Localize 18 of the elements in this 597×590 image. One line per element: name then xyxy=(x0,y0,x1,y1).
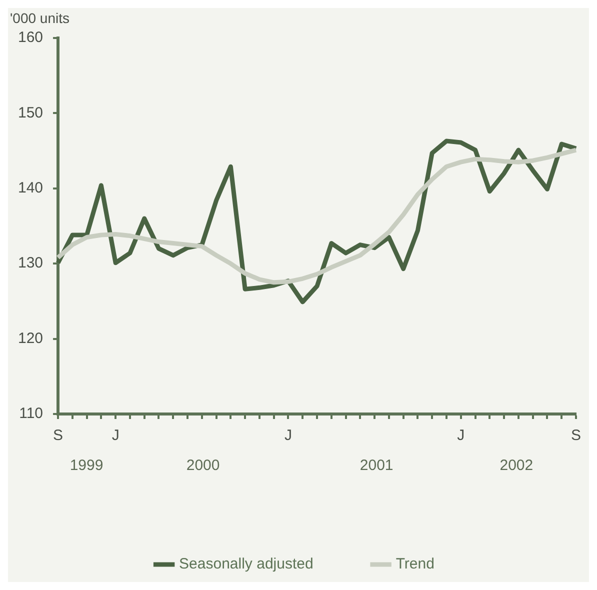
x-tick-label: S xyxy=(570,427,582,444)
x-tick-label: J xyxy=(284,427,292,444)
y-axis-title: '000 units xyxy=(10,10,70,26)
legend-label: Trend xyxy=(396,556,434,573)
legend-label: Seasonally adjusted xyxy=(179,556,314,573)
x-tick-label: J xyxy=(457,427,465,444)
text: 2002 xyxy=(500,457,534,474)
x-tick-label: J xyxy=(112,427,120,444)
text: 2000 xyxy=(186,457,220,474)
y-tick-label: 120 xyxy=(18,330,44,347)
x-tick-label: S xyxy=(53,427,64,444)
y-tick-label: 110 xyxy=(19,405,44,422)
y-tick-label: 140 xyxy=(18,180,44,197)
text: 1999 xyxy=(70,457,104,474)
text: 2001 xyxy=(360,457,394,474)
y-tick-label: 130 xyxy=(18,254,44,272)
y-tick-label: 160 xyxy=(18,29,44,46)
y-tick-label: 150 xyxy=(18,104,44,122)
